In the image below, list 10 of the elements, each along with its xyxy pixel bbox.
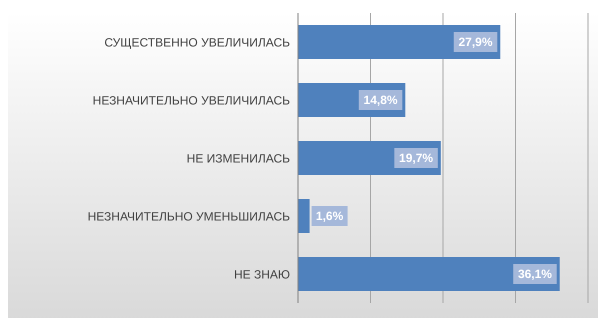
data-label: 19,7% — [399, 151, 434, 165]
data-label: 36,1% — [518, 267, 552, 281]
data-label: 27,9% — [458, 35, 493, 49]
y-tick-label: НЕЗНАЧИТЕЛЬНО УВЕЛИЧИЛАСЬ — [92, 93, 290, 108]
data-label: 14,8% — [364, 93, 398, 107]
y-tick-label: НЕ ИЗМЕНИЛАСЬ — [186, 151, 290, 166]
y-tick-label: НЕ ЗНАЮ — [234, 267, 290, 282]
y-tick-label: СУЩЕСТВЕННО УВЕЛИЧИЛАСЬ — [104, 35, 290, 50]
y-tick-label: НЕЗНАЧИТЕЛЬНО УМЕНЬШИЛАСЬ — [88, 209, 290, 224]
data-label: 1,6% — [316, 209, 344, 223]
